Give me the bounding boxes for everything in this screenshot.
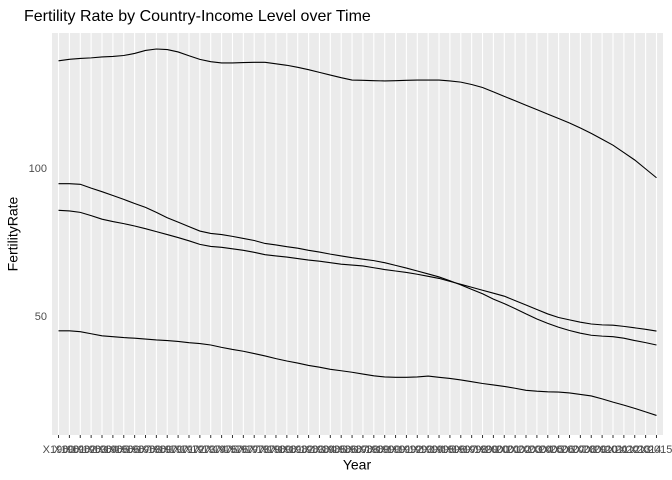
x-tick-label: X1973	[184, 444, 216, 456]
x-tick-label: X2004	[521, 444, 553, 456]
x-tick-label: X1979	[249, 444, 281, 456]
x-axis-label: Year	[343, 457, 372, 473]
x-tick-label: X1976	[217, 444, 249, 456]
x-tick-label: X1993	[401, 444, 433, 456]
x-tick-label: X1986	[325, 444, 357, 456]
x-tick-label: X1971	[162, 444, 194, 456]
x-tick-label: X1985	[314, 444, 346, 456]
x-tick-label: X1995	[423, 444, 455, 456]
x-tick-label: X1991	[380, 444, 412, 456]
x-tick-label: X1975	[206, 444, 238, 456]
lines	[58, 48, 657, 416]
x-tick-label: X2015	[641, 444, 672, 456]
x-tick-label: X1969	[140, 444, 172, 456]
x-tick-label: X1978	[238, 444, 270, 456]
grid	[57, 33, 658, 435]
x-tick-label: X2013	[619, 444, 651, 456]
x-tick-label: X1990	[369, 444, 401, 456]
x-tick-label: X2008	[564, 444, 596, 456]
x-tick-label: X2001	[488, 444, 520, 456]
x-tick-label: X2003	[510, 444, 542, 456]
x-tick-label: X2002	[499, 444, 531, 456]
series-line	[58, 330, 657, 416]
x-tick-label: X1988	[347, 444, 379, 456]
x-tick-label: X1962	[64, 444, 96, 456]
x-tick-label: X1960	[43, 444, 75, 456]
x-tick-label: X1994	[412, 444, 444, 456]
x-tick-label: X1989	[358, 444, 390, 456]
x-tick-label: X1997	[445, 444, 477, 456]
x-tick-label: X1970	[151, 444, 183, 456]
panel	[52, 33, 663, 435]
y-tick-label: 100	[29, 163, 47, 175]
x-tick-label: X1967	[119, 444, 151, 456]
x-tick-label: X1996	[434, 444, 466, 456]
series-line	[58, 183, 657, 346]
x-tick-label: X1964	[86, 444, 118, 456]
x-tick-label: X1974	[195, 444, 227, 456]
x-tick-label: X2007	[554, 444, 586, 456]
x-tick-label: X1977	[227, 444, 259, 456]
x-tick-label: X2005	[532, 444, 564, 456]
x-tick-label: X2012	[608, 444, 640, 456]
x-tick-label: X2014	[630, 444, 662, 456]
chart-title: Fertility Rate by Country-Income Level o…	[24, 8, 371, 25]
x-tick-label: X1961	[53, 444, 85, 456]
x-tick-label: X2009	[575, 444, 607, 456]
x-tick-label: X1992	[391, 444, 423, 456]
x-tick-label: X2011	[597, 444, 628, 456]
x-tick-label: X1968	[130, 444, 162, 456]
x-tick-label: X1981	[271, 444, 303, 456]
x-tick-label: X1983	[293, 444, 325, 456]
axes: 50 100 X1960X1961X1962X1963X1964X1965X1966…	[29, 163, 672, 456]
series-line	[58, 209, 657, 332]
x-tick-label: X2006	[543, 444, 575, 456]
x-tick-label: X1998	[456, 444, 488, 456]
x-tick-label: X1972	[173, 444, 205, 456]
series-line	[58, 48, 657, 179]
x-tick-label: X1987	[336, 444, 368, 456]
x-tick-label: X1965	[97, 444, 129, 456]
x-tick-label: X1999	[467, 444, 499, 456]
y-tick-label: 50	[35, 311, 47, 323]
y-axis-label: FertilityRate	[5, 196, 21, 271]
x-tick-label: X1982	[282, 444, 314, 456]
x-tick-label: X1966	[108, 444, 140, 456]
x-tick-label: X2000	[477, 444, 509, 456]
x-tick-label: X2010	[586, 444, 618, 456]
x-tick-label: X1984	[304, 444, 336, 456]
x-tick-label: X1963	[75, 444, 107, 456]
x-tick-label: X1980	[260, 444, 292, 456]
